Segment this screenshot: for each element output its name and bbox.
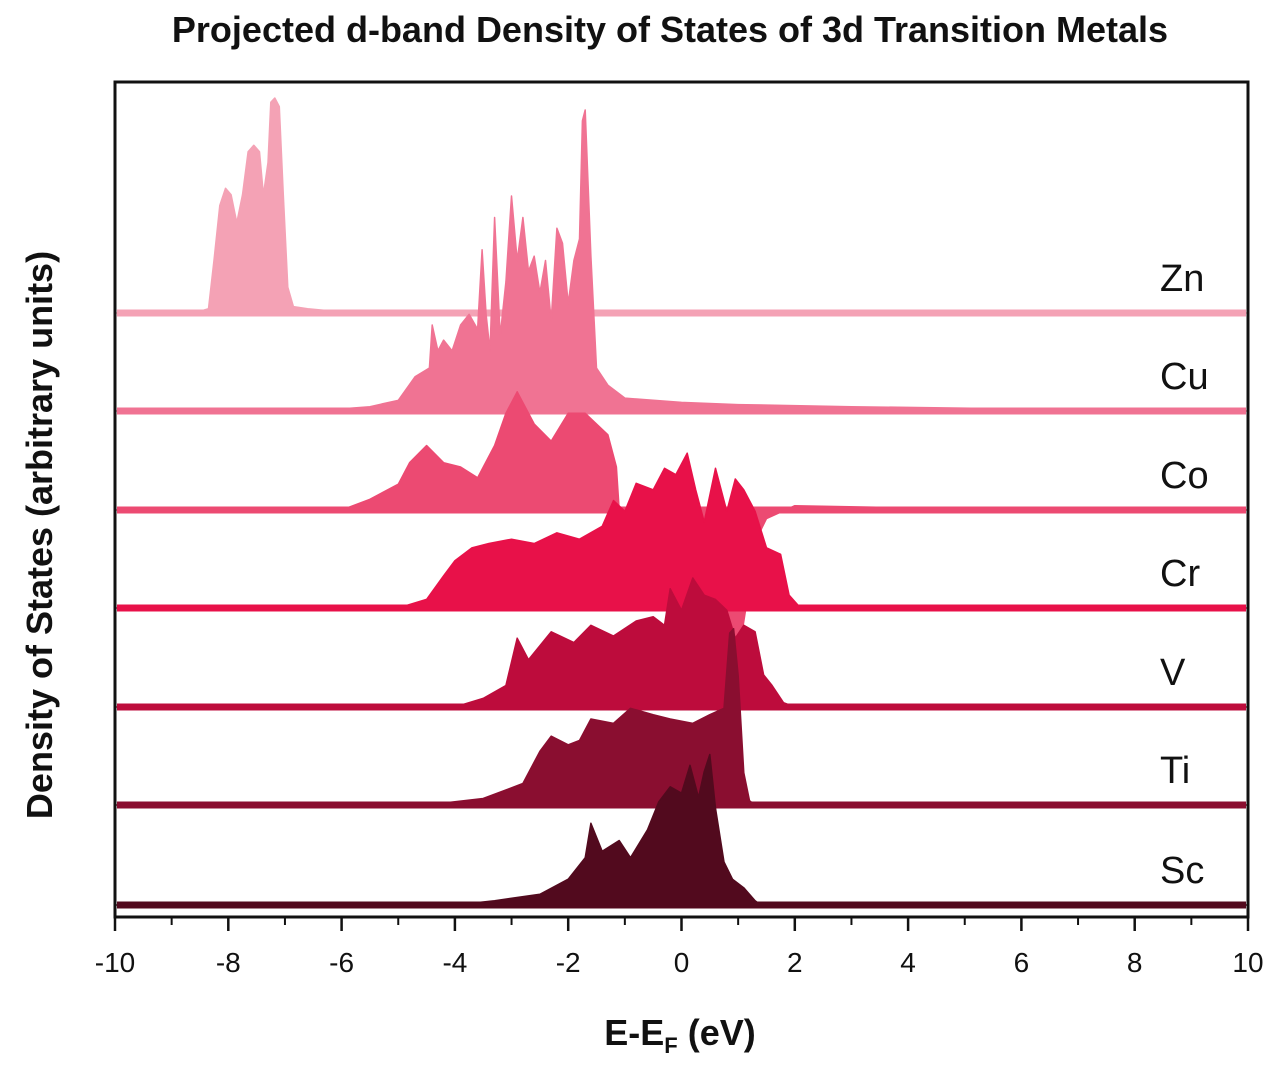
x-tick-label: 2 — [787, 947, 803, 978]
series-area-zn — [114, 97, 1249, 314]
series-label-v: V — [1160, 652, 1186, 694]
series-label-cu: Cu — [1160, 356, 1209, 398]
x-tick-label: 10 — [1232, 947, 1263, 978]
series-cu: Cu — [114, 109, 1249, 415]
x-axis-label-unit: (eV) — [678, 1012, 756, 1053]
series-area-cr — [114, 452, 1249, 609]
x-tick-label: 4 — [900, 947, 916, 978]
x-axis-label-main: E-E — [604, 1012, 664, 1053]
y-axis-label: Density of States (arbitrary units) — [19, 251, 60, 819]
series-label-co: Co — [1160, 455, 1209, 497]
x-tick-label: -10 — [95, 947, 135, 978]
x-tick-label: 0 — [674, 947, 690, 978]
series-label-ti: Ti — [1160, 750, 1190, 792]
series-sc: Sc — [114, 753, 1249, 909]
chart-title: Projected d-band Density of States of 3d… — [172, 9, 1168, 50]
series-area-cu — [114, 109, 1249, 412]
x-tick-label: 6 — [1014, 947, 1030, 978]
x-tick-label: -8 — [216, 947, 241, 978]
series-layer: Zn Cu Co Cr V Ti Sc — [114, 97, 1249, 909]
series-label-cr: Cr — [1160, 553, 1200, 595]
series-v: V — [114, 577, 1249, 711]
x-tick-label: -6 — [329, 947, 354, 978]
series-label-zn: Zn — [1160, 258, 1204, 300]
series-cr: Cr — [114, 452, 1249, 612]
series-area-v — [114, 577, 1249, 708]
series-label-sc: Sc — [1160, 850, 1204, 892]
x-tick-label: -4 — [442, 947, 467, 978]
x-tick-label: -2 — [556, 947, 581, 978]
x-axis-label-subscript: F — [664, 1033, 677, 1058]
x-axis-ticks: -10 -8 -6 -4 -2 0 2 4 6 8 10 — [95, 917, 1264, 978]
x-tick-label: 8 — [1127, 947, 1143, 978]
series-area-sc — [114, 753, 1249, 906]
series-zn: Zn — [114, 97, 1249, 317]
x-axis-label: E-EF (eV) — [604, 1012, 755, 1058]
series-area-ti — [114, 627, 1249, 806]
